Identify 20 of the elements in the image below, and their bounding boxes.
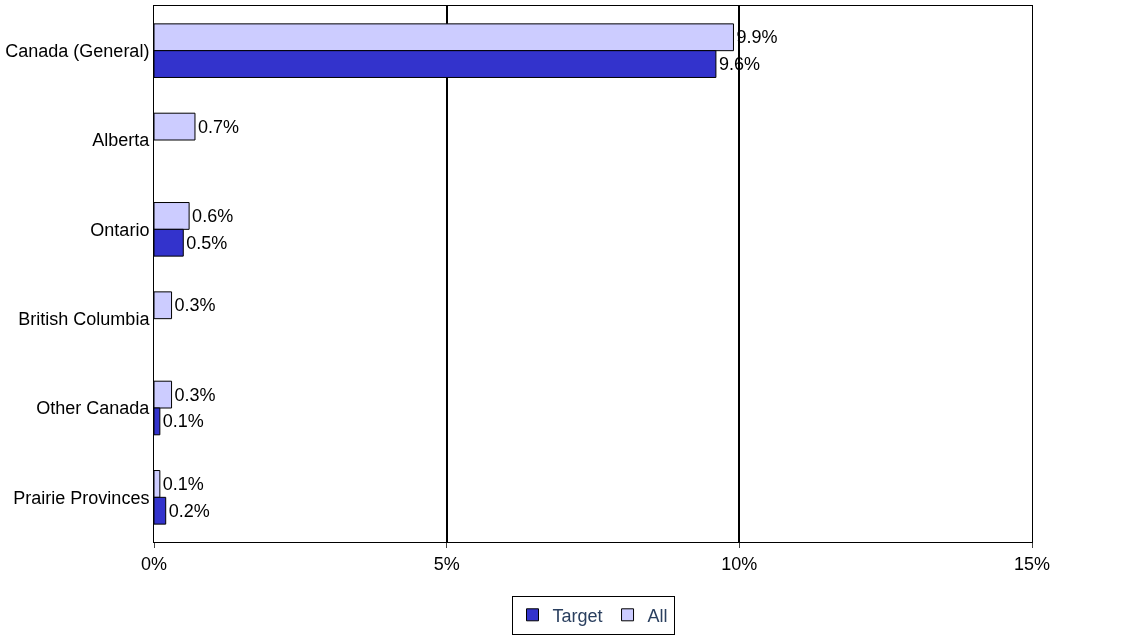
- y-tick-label: Ontario: [90, 219, 150, 240]
- data-label: 0.5%: [186, 232, 228, 253]
- data-label: 0.2%: [168, 500, 210, 521]
- x-tick-label: 5%: [433, 553, 460, 574]
- legend-label: Target: [552, 605, 603, 626]
- y-tick-label: Alberta: [92, 130, 151, 151]
- y-tick-label: Canada (General): [5, 40, 150, 61]
- y-tick-label: British Columbia: [18, 308, 151, 329]
- data-label: 0.1%: [162, 473, 204, 494]
- y-tick-label: Other Canada: [36, 398, 151, 419]
- data-label: 0.3%: [174, 295, 216, 316]
- x-tick-label: 15%: [1013, 553, 1051, 574]
- y-tick-label: Prairie Provinces: [13, 487, 150, 508]
- x-tick-label: 10%: [721, 553, 758, 574]
- data-label: 0.7%: [197, 116, 239, 137]
- x-tick-label: 0%: [140, 553, 168, 574]
- data-label: 0.6%: [192, 205, 234, 226]
- legend-label: All: [647, 605, 668, 626]
- data-label: 0.3%: [174, 384, 216, 405]
- data-label: 0.1%: [162, 411, 204, 432]
